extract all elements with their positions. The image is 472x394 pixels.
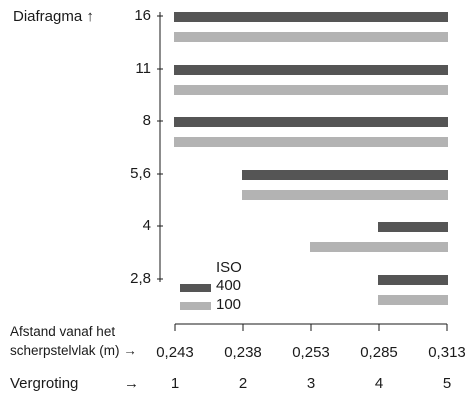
distance-label-line2-text: scherpstelvlak (m) xyxy=(10,343,120,358)
magnification-value: 1 xyxy=(170,375,180,392)
bar-iso400-f2_8 xyxy=(378,275,448,285)
distance-value: 0,285 xyxy=(360,344,398,361)
legend-swatch-100 xyxy=(180,302,211,310)
bar-iso400-f16 xyxy=(174,12,448,22)
distance-value: 0,313 xyxy=(428,344,466,361)
bar-iso100-f5_6 xyxy=(242,190,448,200)
magnification-value: 5 xyxy=(442,375,452,392)
magnification-value: 4 xyxy=(374,375,384,392)
legend-label-100: 100 xyxy=(216,296,242,313)
bar-iso100-f8 xyxy=(174,137,448,147)
y-tick-label: 8 xyxy=(142,112,151,129)
legend-title: ISO xyxy=(216,259,242,276)
magnification-label: Vergroting xyxy=(10,375,79,392)
magnification-value: 3 xyxy=(306,375,316,392)
legend-swatch-400 xyxy=(180,284,211,292)
y-axis-title: Diafragma ↑ xyxy=(13,8,94,25)
distance-value: 0,253 xyxy=(292,344,330,361)
y-tick-label: 16 xyxy=(134,7,151,24)
y-tick-label: 11 xyxy=(135,60,151,77)
bar-iso400-f11 xyxy=(174,65,448,75)
y-axis-title-text: Diafragma xyxy=(13,8,83,25)
bars xyxy=(174,12,448,310)
bar-iso400-f5_6 xyxy=(242,170,448,180)
bar-iso100-f2_8 xyxy=(378,295,448,305)
right-arrow-icon: → xyxy=(124,375,139,392)
y-tick-label: 2,8 xyxy=(130,270,151,287)
y-tick-label: 5,6 xyxy=(130,165,151,182)
up-arrow-icon: ↑ xyxy=(86,8,94,25)
distance-value: 0,238 xyxy=(224,344,262,361)
distance-label-line1: Afstand vanaf het xyxy=(10,324,116,339)
bar-iso400-f4 xyxy=(378,222,448,232)
distance-value: 0,243 xyxy=(156,344,194,361)
bar-iso100-f11 xyxy=(174,85,448,95)
y-tick-label: 4 xyxy=(142,217,151,234)
axes xyxy=(157,12,448,331)
right-arrow-icon: → xyxy=(123,343,137,358)
distance-label-line2: scherpstelvlak (m) → xyxy=(10,341,137,360)
magnification-value: 2 xyxy=(238,375,248,392)
legend-label-400: 400 xyxy=(216,277,242,294)
bar-iso100-f16 xyxy=(174,32,448,42)
bar-iso400-f8 xyxy=(174,117,448,127)
bar-iso100-f4 xyxy=(310,242,448,252)
